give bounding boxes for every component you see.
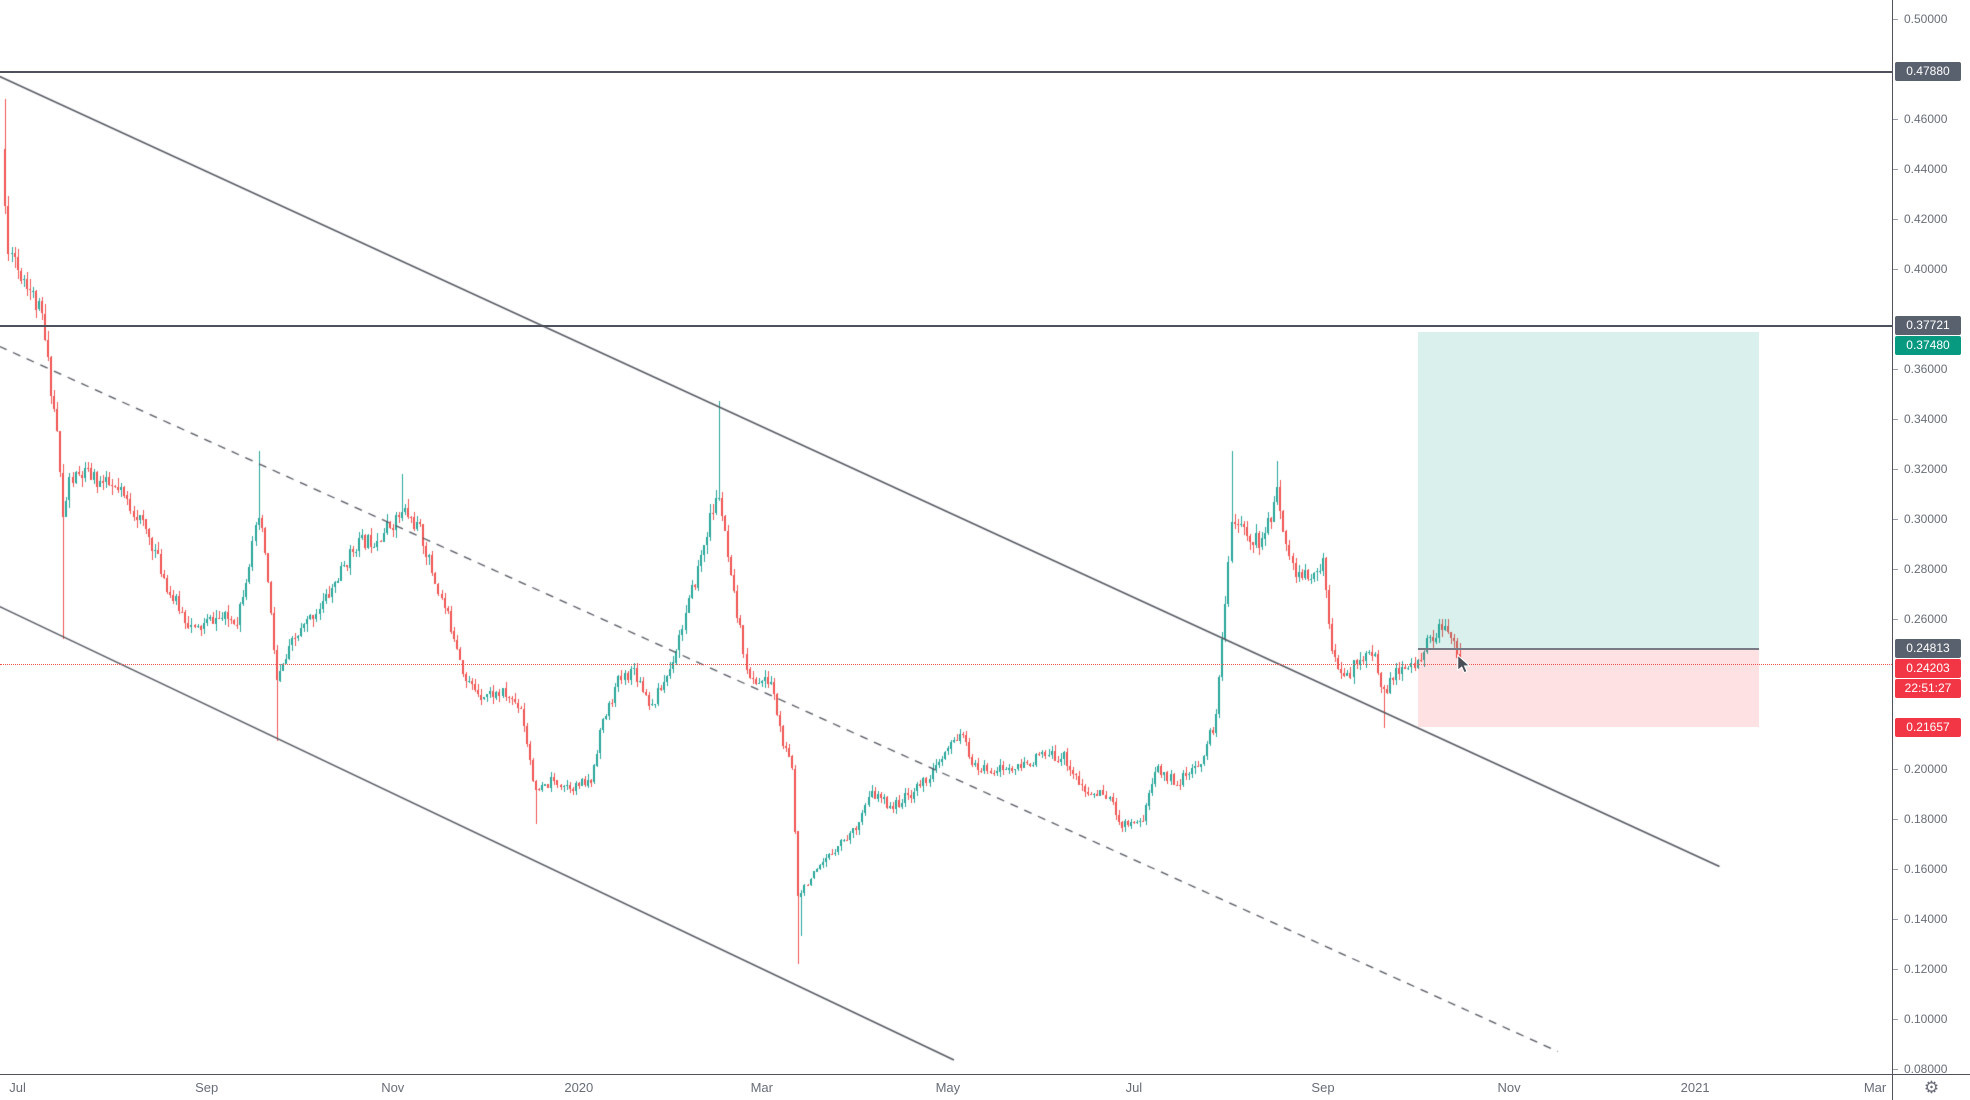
time-axis-label: Jul: [9, 1080, 26, 1095]
price-axis-label: 0.18000: [1893, 811, 1947, 827]
long-position-entry-line[interactable]: [1417, 647, 1760, 650]
bar-close-countdown: 22:51:27: [1895, 679, 1961, 699]
resistance-line-lower[interactable]: [0, 324, 1892, 327]
time-axis-label: Sep: [1311, 1080, 1335, 1095]
time-axis-label: Nov: [1497, 1080, 1521, 1095]
price-axis-label: 0.08000: [1893, 1061, 1947, 1077]
long-position-stop-box[interactable]: [1417, 648, 1760, 728]
price-label-resistance-lower: 0.37721: [1895, 316, 1961, 336]
chart-plot-area[interactable]: [0, 0, 1892, 1074]
price-axis-label: 0.40000: [1893, 261, 1947, 277]
price-axis-label: 0.10000: [1893, 1011, 1947, 1027]
price-axis-label: 0.44000: [1893, 161, 1947, 177]
time-axis-label: May: [935, 1080, 961, 1095]
long-position-target-box[interactable]: [1417, 331, 1760, 649]
price-axis-label: 0.28000: [1893, 561, 1947, 577]
price-axis-label: 0.12000: [1893, 961, 1947, 977]
price-axis-label: 0.34000: [1893, 411, 1947, 427]
last-price-dotted-line: [0, 663, 1892, 665]
price-axis-label: 0.20000: [1893, 761, 1947, 777]
price-label-last-price: 0.24203: [1895, 659, 1961, 679]
time-axis-label: Jul: [1125, 1080, 1143, 1095]
candlestick-series-canvas[interactable]: [0, 0, 1892, 1074]
mouse-cursor: [1457, 653, 1471, 674]
time-axis-label: Sep: [195, 1080, 219, 1095]
price-axis[interactable]: 0.47880 0.37721 0.37480 0.24813 0.24203 …: [1892, 0, 1970, 1077]
time-axis-label: Mar: [1863, 1080, 1887, 1095]
axis-corner: ⚙: [1892, 1074, 1970, 1100]
time-axis-label: 2021: [1680, 1080, 1710, 1095]
price-axis-label: 0.36000: [1893, 361, 1947, 377]
resistance-line-upper[interactable]: [0, 70, 1892, 73]
time-axis[interactable]: Jul Sep Nov 2020 Mar May Jul Sep Nov 2021 Mar: [0, 1074, 1892, 1100]
price-label-resistance-upper: 0.47880: [1895, 62, 1961, 82]
price-axis-label: 0.46000: [1893, 111, 1947, 127]
price-label-target: 0.37480: [1895, 336, 1961, 356]
price-axis-label: 0.26000: [1893, 611, 1947, 627]
price-axis-label: 0.16000: [1893, 861, 1947, 877]
price-axis-label: 0.42000: [1893, 211, 1947, 227]
price-label-stop: 0.21657: [1895, 717, 1961, 737]
settings-gear-icon[interactable]: ⚙: [1923, 1078, 1940, 1097]
price-label-entry: 0.24813: [1895, 639, 1961, 659]
time-axis-label: Mar: [750, 1080, 773, 1095]
time-axis-label: Nov: [381, 1080, 405, 1095]
price-axis-label: 0.50000: [1893, 11, 1947, 27]
price-axis-label: 0.30000: [1893, 511, 1947, 527]
price-axis-label: 0.14000: [1893, 911, 1947, 927]
price-axis-label: 0.32000: [1893, 461, 1947, 477]
time-axis-label: 2020: [564, 1080, 594, 1095]
